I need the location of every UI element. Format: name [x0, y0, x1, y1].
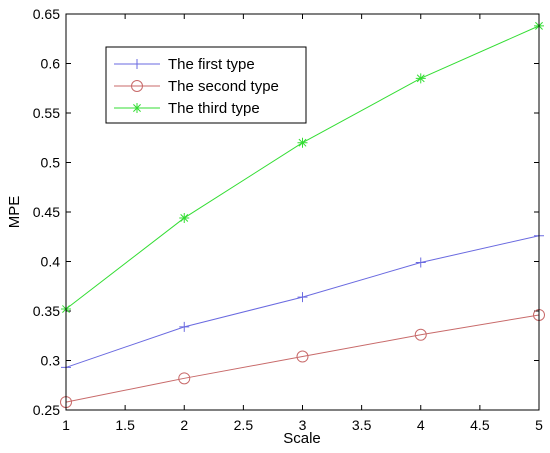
x-tick-label: 5	[535, 417, 543, 433]
x-tick-label: 1.5	[115, 417, 135, 433]
plot-frame	[65, 13, 540, 411]
y-axis-label: MPE	[6, 196, 23, 229]
y-tick-label: 0.45	[33, 204, 60, 220]
y-tick-label: 0.65	[33, 6, 60, 22]
data-point	[179, 212, 190, 223]
x-tick-label: 4	[417, 417, 425, 433]
data-point	[178, 372, 191, 385]
legend-item: The third type	[114, 100, 260, 117]
y-tick-label: 0.4	[41, 254, 61, 270]
data-point	[414, 328, 427, 341]
legend-marker	[132, 103, 142, 113]
data-point	[179, 321, 190, 332]
legend-label: The first type	[168, 56, 255, 73]
data-point	[297, 292, 308, 303]
y-tick-label: 0.35	[33, 303, 60, 319]
x-tick-label: 3	[299, 417, 307, 433]
legend-marker	[132, 59, 142, 69]
data-point	[296, 350, 309, 363]
x-tick-label: 3.5	[352, 417, 372, 433]
series-layer	[60, 20, 545, 409]
series-line	[65, 314, 540, 403]
series-2	[60, 308, 545, 409]
y-axis-ticks: 0.25 0.3 0.35 0.4 0.45 0.5 0.55 0.6 0.65	[33, 6, 539, 418]
y-tick-label: 0.25	[33, 402, 60, 418]
x-tick-label: 2.5	[234, 417, 254, 433]
data-point	[415, 73, 426, 84]
legend: The first type The second type The third t…	[105, 46, 307, 124]
legend-label: The third type	[168, 100, 260, 117]
legend-item: The first type	[114, 56, 255, 73]
data-point	[297, 137, 308, 148]
x-tick-label: 1	[62, 417, 70, 433]
legend-item: The second type	[114, 78, 279, 95]
x-axis-ticks: 1 1.5 2 2.5 3 3.5 4 4.5 5	[62, 14, 543, 433]
legend-marker	[131, 80, 143, 92]
legend-label: The second type	[168, 78, 279, 95]
y-tick-label: 0.55	[33, 105, 60, 121]
data-point	[415, 257, 426, 268]
x-tick-label: 2	[180, 417, 188, 433]
y-tick-label: 0.3	[41, 353, 61, 369]
x-axis-label: Scale	[283, 430, 321, 447]
x-tick-label: 4.5	[470, 417, 490, 433]
y-tick-label: 0.5	[41, 155, 61, 171]
y-tick-label: 0.6	[41, 56, 61, 72]
